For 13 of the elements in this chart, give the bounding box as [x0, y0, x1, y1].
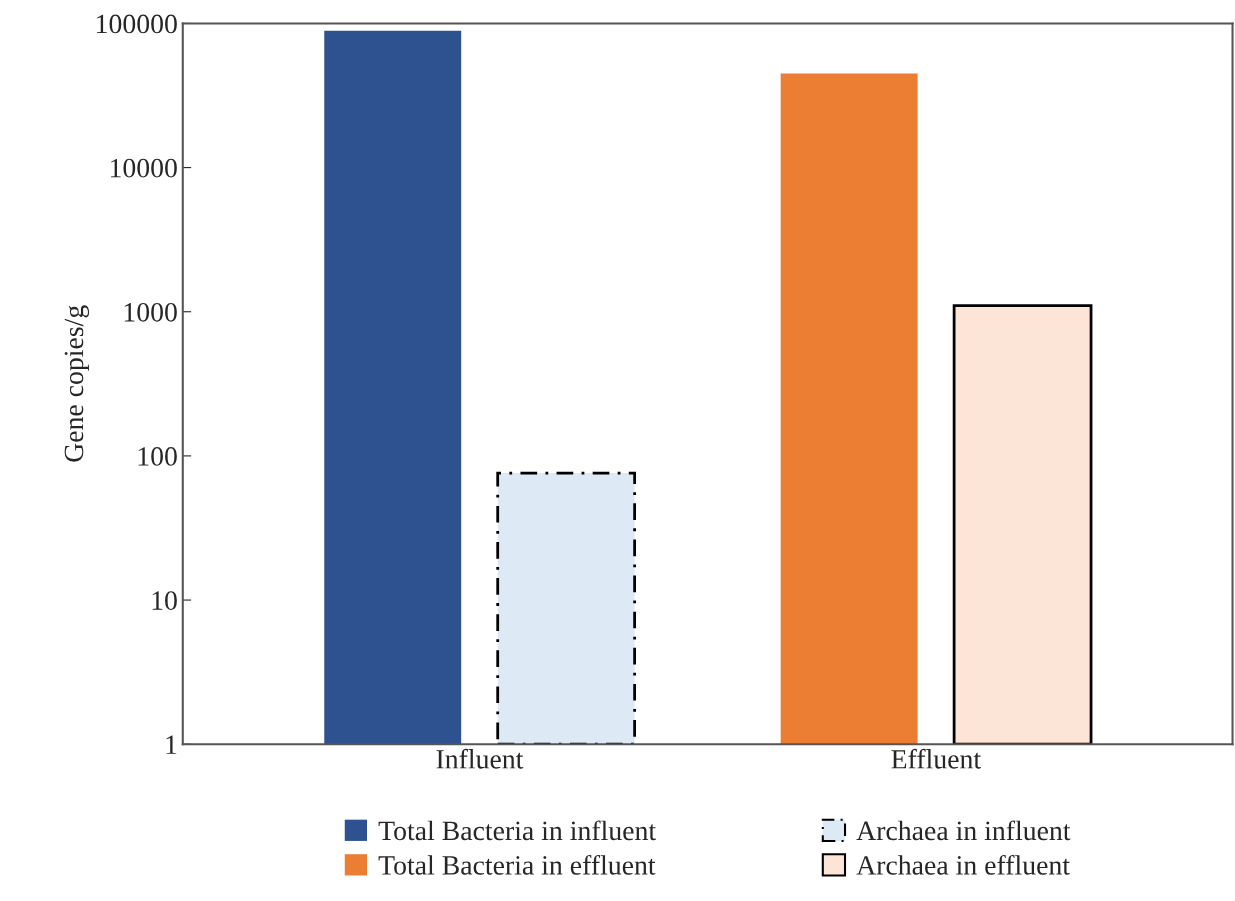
legend-label: Total Bacteria in effluent [378, 854, 656, 875]
y-tick-label: 10 [152, 591, 177, 610]
y-tick-label: 1 [166, 735, 177, 754]
legend-label: Archaea in effluent [856, 854, 1070, 875]
y-tick-label: 100000 [97, 14, 177, 34]
y-tick-label: 10000 [110, 158, 177, 178]
y-tick-label: 1000 [124, 302, 177, 322]
x-tick-label: Effluent [891, 748, 981, 769]
legend-label: Archaea in influent [856, 820, 1071, 841]
y-tick-label: 100 [138, 447, 177, 466]
legend-label: Total Bacteria in influent [378, 820, 656, 841]
x-tick-label: Influent [436, 748, 524, 769]
y-axis-title: Gene copies/g [64, 305, 90, 462]
